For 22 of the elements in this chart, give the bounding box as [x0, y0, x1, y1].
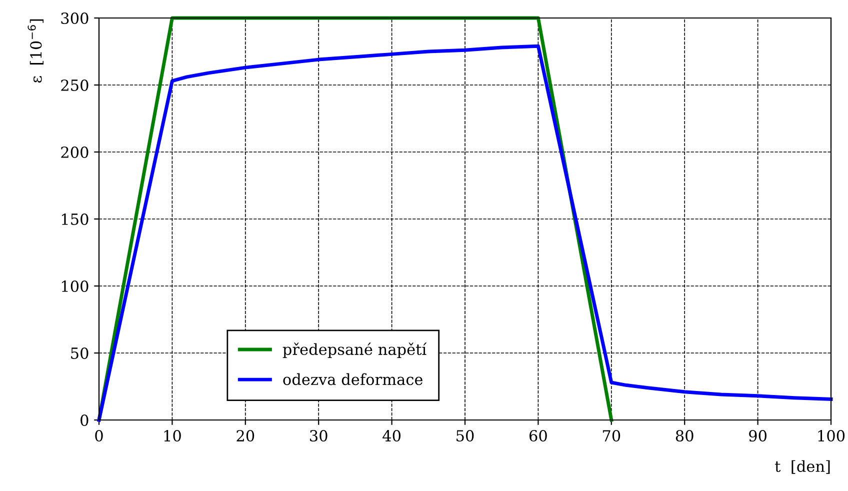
x-axis-title: t [den]: [775, 460, 830, 474]
y-tick-label: 150: [62, 213, 88, 226]
x-tick-label: 50: [456, 430, 474, 442]
y-tick-label: 200: [61, 146, 88, 158]
y-axis-title: ε [10$^{−6}$]: [28, 19, 44, 83]
y-tick-label: 300: [61, 12, 88, 24]
x-tick-label: 100: [818, 430, 845, 442]
legend-label: předepsané napětí: [282, 342, 427, 358]
y-tick-label: 250: [61, 79, 88, 92]
x-tick-label: 40: [382, 430, 401, 442]
x-tick-label: 0: [95, 430, 103, 442]
x-tick-label: 10: [164, 430, 181, 442]
x-tick-label: 20: [236, 430, 254, 442]
y-tick-label: 0: [80, 414, 88, 426]
x-tick-label: 60: [530, 430, 547, 442]
x-tick-label: 80: [676, 430, 694, 442]
x-tick-label: 30: [310, 430, 328, 442]
x-tick-label: 70: [602, 430, 620, 442]
x-tick-label: 90: [749, 430, 767, 442]
y-tick-label: 100: [62, 280, 88, 292]
y-tick-label: 50: [71, 347, 88, 360]
legend-label: odezva deformace: [283, 373, 422, 386]
